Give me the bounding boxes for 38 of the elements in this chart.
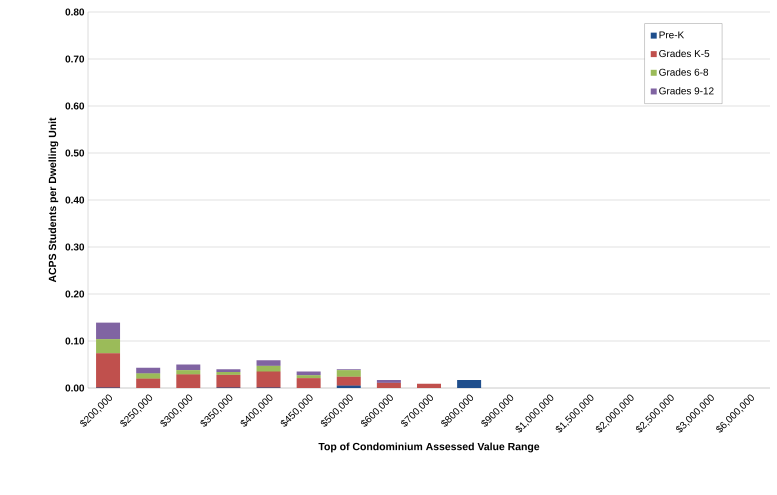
bar bbox=[376, 380, 401, 383]
y-tick-label: 0.60 bbox=[65, 102, 84, 110]
bar bbox=[176, 370, 200, 374]
bar bbox=[136, 368, 160, 374]
bar bbox=[216, 369, 240, 372]
bar bbox=[136, 373, 160, 379]
bar bbox=[216, 372, 240, 375]
y-tick-label: 0.40 bbox=[65, 196, 84, 204]
bar bbox=[296, 378, 321, 388]
bar bbox=[256, 366, 281, 372]
legend-label: Grades K-5 bbox=[659, 50, 710, 58]
bar bbox=[96, 322, 120, 340]
y-tick-label: 0.20 bbox=[65, 290, 84, 298]
bar bbox=[336, 376, 361, 386]
y-tick-label: 0.50 bbox=[65, 149, 84, 157]
y-tick-label: 0.10 bbox=[65, 337, 84, 345]
bar bbox=[96, 339, 120, 354]
y-tick-label: 0.30 bbox=[65, 243, 84, 251]
y-tick-label: 0.80 bbox=[65, 8, 84, 16]
bar bbox=[176, 364, 200, 370]
bar bbox=[296, 372, 321, 376]
bar bbox=[136, 378, 160, 388]
legend-label: Grades 6-8 bbox=[659, 68, 708, 76]
bar bbox=[176, 374, 200, 388]
legend-label: Grades 9-12 bbox=[659, 87, 714, 94]
y-tick-label: 0.00 bbox=[65, 384, 84, 392]
y-tick-label: 0.70 bbox=[65, 55, 84, 63]
bar bbox=[457, 380, 482, 388]
legend-label: Pre-K bbox=[660, 31, 684, 38]
bar bbox=[216, 374, 240, 388]
bar bbox=[256, 360, 281, 366]
bar bbox=[256, 372, 281, 388]
bar bbox=[376, 382, 401, 388]
bar bbox=[96, 353, 120, 388]
bar bbox=[417, 384, 442, 388]
bar bbox=[336, 370, 361, 377]
y-axis-title: ACPS Students per Dwelling Unit bbox=[48, 118, 58, 282]
x-axis-title: Top of Condominium Assessed Value Range bbox=[318, 442, 540, 452]
